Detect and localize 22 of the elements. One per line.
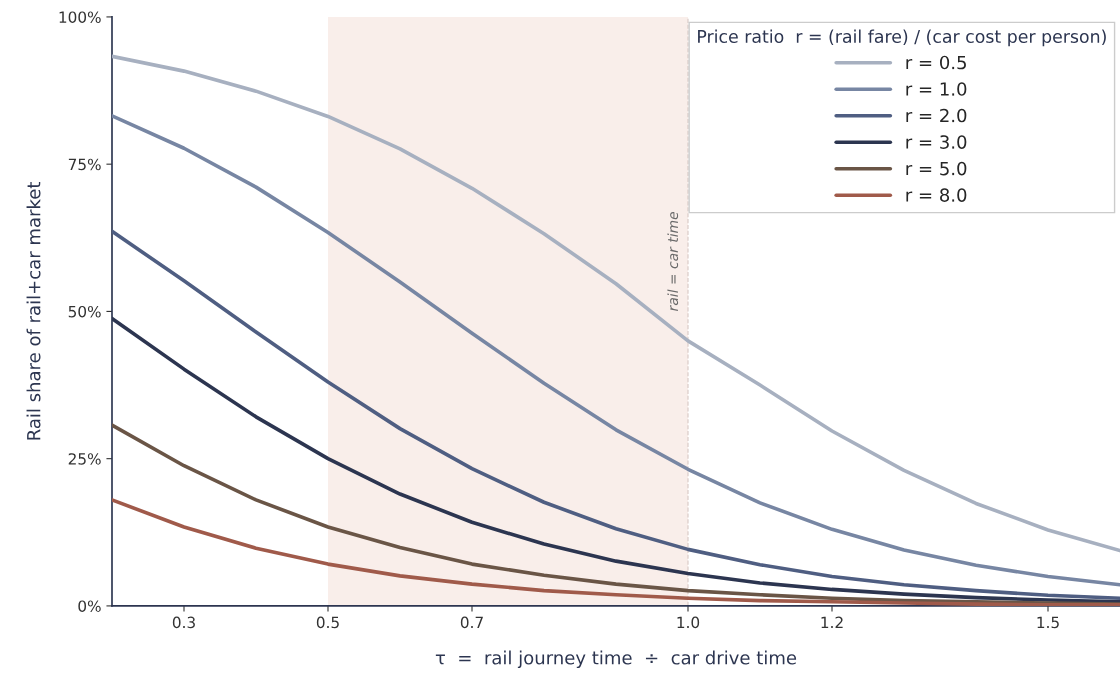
x-tick-label: 0.3	[172, 616, 195, 629]
legend-label: r = 0.5	[906, 55, 966, 70]
y-tick-label: 50%	[68, 305, 101, 318]
legend-label: r = 2.0	[906, 108, 967, 123]
line-series	[112, 54, 1120, 553]
x-tick-label: 1.2	[821, 616, 843, 628]
ref-line-label: rail = car time	[667, 211, 679, 311]
x-tick-label: 0.5	[316, 616, 339, 629]
y-tick-label: 100%	[59, 11, 101, 23]
y-tick-label: 75%	[68, 158, 101, 171]
legend-label: r = 5.0	[906, 161, 967, 176]
x-tick-label: 1.5	[1037, 616, 1059, 629]
legend-label: r = 8.0	[906, 188, 967, 202]
x-axis-title: τ = rail journey time ÷ car drive time	[435, 650, 797, 669]
legend-label: r = 1.0	[906, 82, 967, 96]
y-axis-title: Rail share of rail+car market	[26, 181, 41, 440]
legend-title: Price ratio r = (rail fare) / (car cost per person)	[698, 29, 1106, 47]
x-tick-label: 0.7	[460, 616, 483, 629]
x-tick-label: 1.0	[677, 616, 700, 629]
legend-label: r = 3.0	[906, 135, 967, 149]
y-tick-label: 0%	[78, 600, 101, 612]
y-tick-label: 25%	[68, 453, 101, 465]
